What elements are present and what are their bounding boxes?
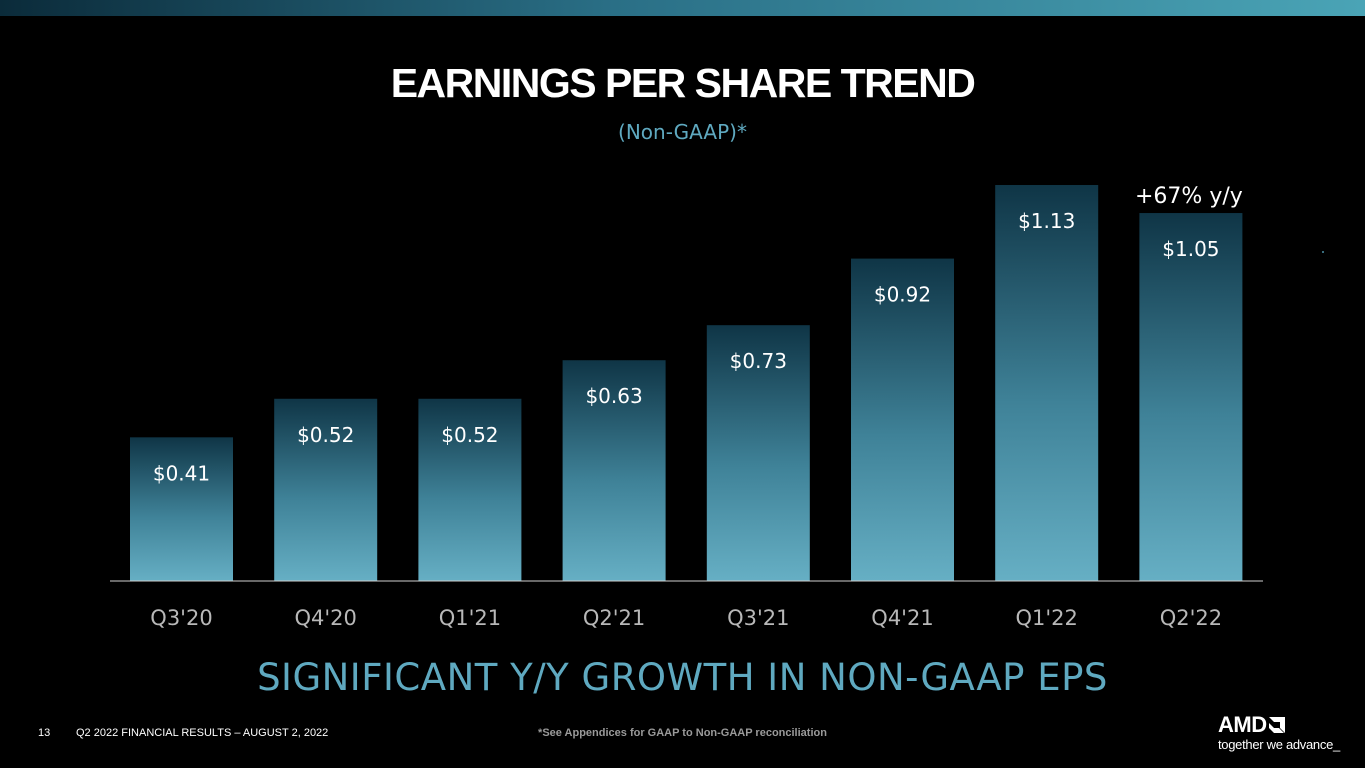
x-tick-label: Q1'22 (1016, 606, 1078, 630)
chart-subtitle: (Non-GAAP)* (618, 120, 747, 144)
logo-tagline: together we advance_ (1218, 737, 1340, 752)
footnote: *See Appendices for GAAP to Non-GAAP rec… (538, 727, 827, 739)
decorative-dot (1322, 251, 1324, 253)
amd-logo: AMD together we advance_ (1218, 712, 1358, 753)
data-label: $1.13 (1018, 209, 1075, 233)
data-label: $0.63 (585, 384, 642, 408)
x-tick-label: Q4'20 (295, 606, 357, 630)
page-number: 13 (38, 727, 51, 739)
x-tick-label: Q2'21 (583, 606, 645, 630)
bar-Q221 (562, 360, 666, 581)
eps-bar-chart: $0.41 Q3'20 $0.52 Q4'20 $0.52 Q1'21 $0.63 Q2'21… (110, 184, 1263, 630)
bar-Q121 (418, 398, 522, 581)
x-tick-label: Q1'21 (439, 606, 501, 630)
x-tick-label: Q4'21 (871, 606, 933, 630)
data-label: $0.41 (153, 461, 210, 485)
logo-brand: AMD (1218, 712, 1267, 737)
bar-Q421 (851, 258, 954, 581)
data-label: $0.52 (441, 423, 498, 447)
footer-text: Q2 2022 FINANCIAL RESULTS – AUGUST 2, 20… (76, 727, 329, 739)
data-label: $0.92 (874, 283, 931, 307)
bar-Q321 (706, 325, 810, 581)
growth-annotation: +67% y/y (1135, 184, 1243, 209)
x-tick-label: Q3'20 (150, 606, 212, 630)
x-tick-label: Q2'22 (1160, 606, 1222, 630)
bar-Q320 (130, 437, 233, 581)
bar-Q222 (1139, 213, 1243, 581)
chart-title: EARNINGS PER SHARE TREND (390, 60, 976, 106)
data-label: $0.52 (297, 423, 354, 447)
data-label: $1.05 (1162, 237, 1219, 261)
headline-growth: SIGNIFICANT Y/Y GROWTH IN NON-GAAP EPS (257, 656, 1108, 699)
x-tick-label: Q3'21 (727, 606, 789, 630)
amd-arrow-icon (1268, 717, 1285, 733)
top-accent-band (0, 0, 1365, 16)
data-label: $0.73 (730, 349, 787, 373)
bar-Q420 (274, 398, 378, 581)
bar-Q122 (995, 185, 1099, 581)
